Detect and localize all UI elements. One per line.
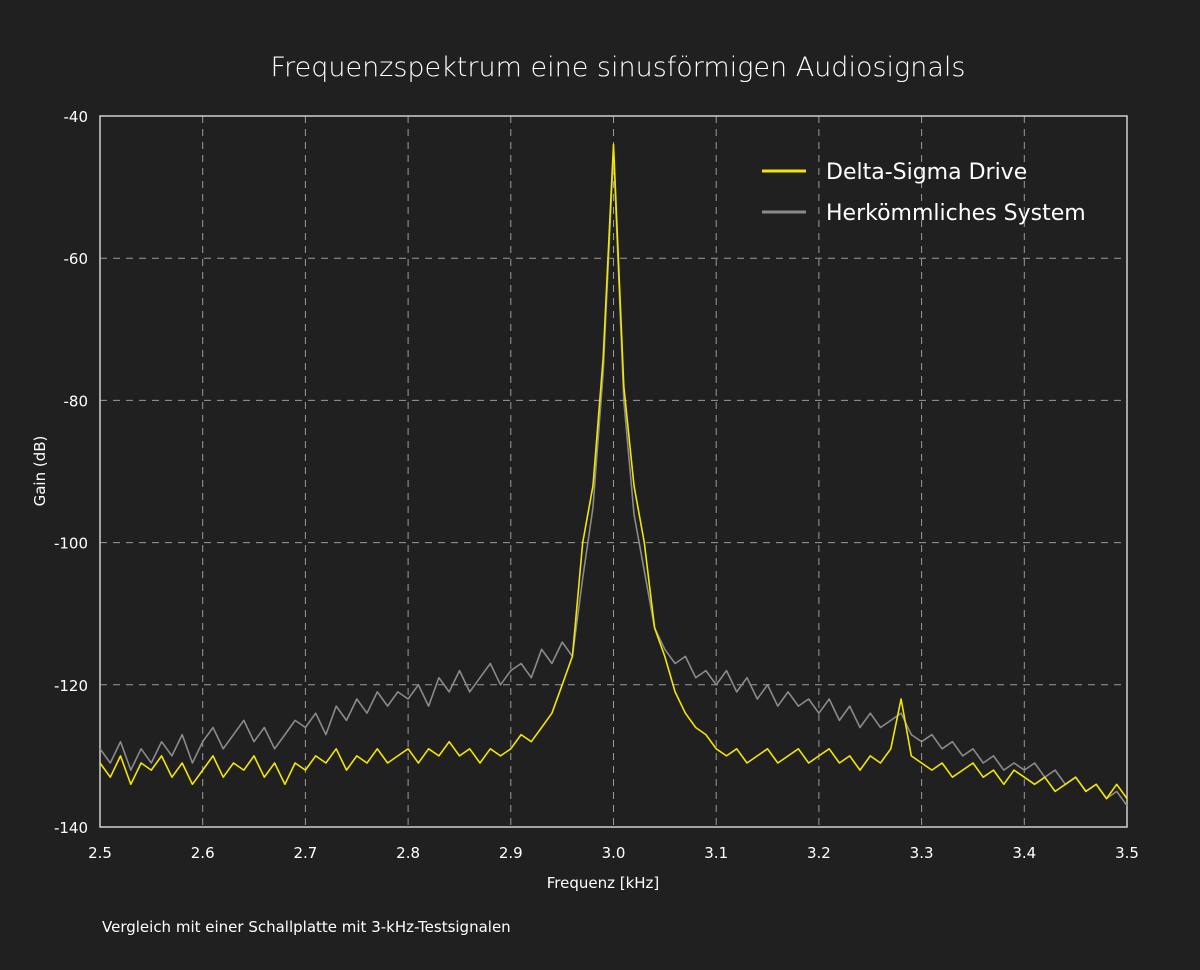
y-tick-label: -80 xyxy=(64,392,89,410)
footnote: Vergleich mit einer Schallplatte mit 3-k… xyxy=(102,918,511,936)
legend-label-conventional: Herkömmliches System xyxy=(826,201,1086,226)
y-tick-label: -120 xyxy=(54,677,88,695)
legend-label-delta-sigma: Delta-Sigma Drive xyxy=(826,160,1027,185)
x-tick-label: 3.1 xyxy=(704,844,728,862)
x-tick-label: 2.5 xyxy=(88,844,112,862)
y-tick-label: -100 xyxy=(54,535,88,553)
x-tick-label: 3.5 xyxy=(1115,844,1139,862)
x-tick-label: 3.0 xyxy=(602,844,626,862)
x-axis-label: Frequenz [kHz] xyxy=(547,874,660,892)
chart-title: Frequenzspektrum eine sinusförmigen Audi… xyxy=(270,52,966,83)
y-axis-label: Gain (dB) xyxy=(31,436,49,507)
x-tick-label: 2.8 xyxy=(396,844,420,862)
x-tick-label: 3.2 xyxy=(807,844,831,862)
x-tick-label: 2.6 xyxy=(191,844,215,862)
y-tick-label: -140 xyxy=(54,819,88,837)
series-line-delta-sigma xyxy=(99,143,1128,800)
x-tick-label: 3.4 xyxy=(1012,844,1036,862)
x-tick-label: 2.7 xyxy=(293,844,317,862)
x-tick-label: 3.3 xyxy=(910,844,934,862)
y-tick-label: -40 xyxy=(64,108,89,126)
plot-frame xyxy=(99,115,1128,828)
x-tick-label: 2.9 xyxy=(499,844,523,862)
legend: Delta-Sigma Drive Herkömmliches System xyxy=(762,160,1086,226)
y-tick-label: -60 xyxy=(64,250,89,268)
